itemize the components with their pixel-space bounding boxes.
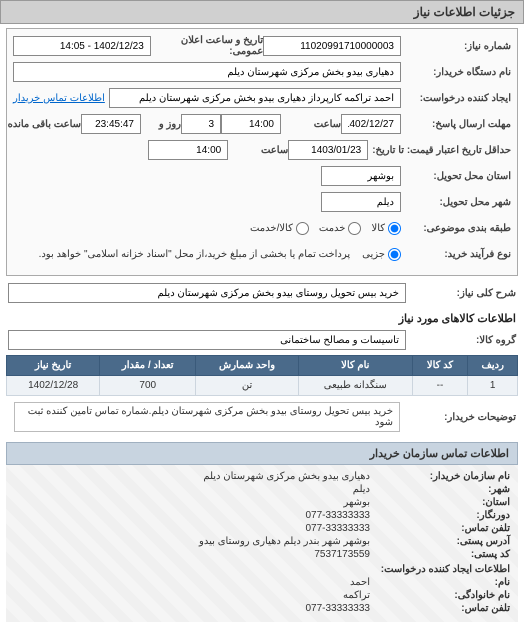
remain-time-input[interactable] [81, 114, 141, 134]
time-label-1: ساعت [281, 119, 341, 130]
radio-kala-input[interactable] [388, 222, 401, 235]
c-address-label: آدرس پستی: [370, 536, 510, 547]
c-phone: 077-33333333 [305, 523, 370, 534]
c-fax: 077-33333333 [305, 510, 370, 521]
c-reqphone: 077-33333333 [305, 603, 370, 614]
table-cell: 1 [468, 376, 518, 396]
creator-label: ایجاد کننده درخواست: [401, 93, 511, 104]
time-label-2: ساعت [228, 145, 288, 156]
table-col-header: واحد شمارش [196, 356, 299, 376]
process-label: نوع فرآیند خرید: [401, 249, 511, 260]
items-header: اطلاعات کالاهای مورد نیاز [8, 312, 516, 325]
c-org: دهیاری بیدو بخش مرکزی شهرستان دیلم [203, 471, 370, 482]
radio-both[interactable]: کالا/خدمت [250, 222, 309, 235]
c-state-label: استان: [370, 497, 510, 508]
table-col-header: کد کالا [412, 356, 468, 376]
days-left-input[interactable] [181, 114, 221, 134]
c-phone-label: تلفن تماس: [370, 523, 510, 534]
req-creator-header: اطلاعات ایجاد کننده درخواست: [381, 564, 510, 575]
c-reqphone-label: تلفن تماس: [370, 603, 510, 614]
process-note: پرداخت تمام یا بخشی از مبلغ خرید،از محل … [39, 249, 351, 260]
radio-service-label: خدمت [319, 223, 346, 234]
buyer-org-label: نام دستگاه خریدار: [401, 67, 511, 78]
buyer-contact-link[interactable]: اطلاعات تماس خریدار [13, 93, 105, 104]
deliver-city-label: شهر محل تحویل: [401, 197, 511, 208]
buyer-org-input[interactable] [13, 62, 401, 82]
ann-datetime-input[interactable] [13, 36, 151, 56]
remain-label: ساعت باقی مانده [1, 119, 81, 130]
radio-kala[interactable]: کالا [371, 222, 401, 235]
table-col-header: ردیف [468, 356, 518, 376]
deliver-state-input[interactable] [321, 166, 401, 186]
valid-label: حداقل تاریخ اعتبار قیمت: تا تاریخ: [368, 145, 511, 156]
radio-partial[interactable]: جزیی [362, 248, 401, 261]
items-table: ردیفکد کالانام کالاواحد شمارشتعداد / مقد… [6, 355, 518, 396]
need-no-label: شماره نیاز: [401, 41, 511, 52]
need-title-input[interactable] [8, 283, 406, 303]
table-row: 1--سنگدانه طبیعیتن7001402/12/28 [7, 376, 518, 396]
reply-date-input[interactable] [341, 114, 401, 134]
table-col-header: تعداد / مقدار [100, 356, 196, 376]
table-cell: سنگدانه طبیعی [298, 376, 412, 396]
c-name-label: نام: [370, 577, 510, 588]
deliver-state-label: استان محل تحویل: [401, 171, 511, 182]
contact-header: اطلاعات تماس سازمان خریدار [6, 442, 518, 465]
c-postal-label: کد پستی: [370, 549, 510, 560]
radio-partial-input[interactable] [388, 248, 401, 261]
c-name: احمد [350, 577, 370, 588]
need-no-input[interactable] [263, 36, 401, 56]
table-cell: 1402/12/28 [7, 376, 100, 396]
c-city: دیلم [353, 484, 370, 495]
ann-datetime-label: تاریخ و ساعت اعلان عمومی: [151, 35, 263, 57]
buyer-note-label: توضیحات خریدار: [406, 412, 516, 423]
need-detail-section: شماره نیاز: تاریخ و ساعت اعلان عمومی: نا… [6, 28, 518, 276]
c-address: بوشهر شهر بندر دیلم دهیاری روستای بیدو [199, 536, 370, 547]
table-col-header: تاریخ نیاز [7, 356, 100, 376]
buyer-note-box: خرید بیس تحویل روستای بیدو بخش مرکزی شهر… [14, 402, 400, 432]
c-city-label: شهر: [370, 484, 510, 495]
day-label: روز و [141, 119, 181, 130]
table-cell: تن [196, 376, 299, 396]
c-family-label: نام خانوادگی: [370, 590, 510, 601]
radio-kala-label: کالا [371, 223, 385, 234]
item-group-input[interactable] [8, 330, 406, 350]
group-radios: کالا خدمت کالا/خدمت [250, 222, 401, 235]
c-fax-label: دورنگار: [370, 510, 510, 521]
item-group-label: گروه کالا: [406, 335, 516, 346]
reply-deadline-label: مهلت ارسال پاسخ: [401, 119, 511, 130]
contact-body: نام سازمان خریدار:دهیاری بیدو بخش مرکزی … [6, 465, 518, 622]
deliver-city-input[interactable] [321, 192, 401, 212]
reply-time-input[interactable] [221, 114, 281, 134]
radio-both-input[interactable] [296, 222, 309, 235]
page-header: جزئیات اطلاعات نیاز [0, 0, 524, 24]
c-org-label: نام سازمان خریدار: [370, 471, 510, 482]
group-label: طبقه بندی موضوعی: [401, 223, 511, 234]
radio-both-label: کالا/خدمت [250, 223, 293, 234]
table-cell: -- [412, 376, 468, 396]
creator-input[interactable] [109, 88, 401, 108]
valid-time-input[interactable] [148, 140, 228, 160]
c-family: تراکمه [343, 590, 370, 601]
need-title-label: شرح کلی نیاز: [406, 288, 516, 299]
valid-date-input[interactable] [288, 140, 368, 160]
radio-service-input[interactable] [348, 222, 361, 235]
table-col-header: نام کالا [298, 356, 412, 376]
table-cell: 700 [100, 376, 196, 396]
radio-service[interactable]: خدمت [319, 222, 362, 235]
c-state: بوشهر [344, 497, 370, 508]
radio-partial-label: جزیی [362, 249, 385, 260]
c-postal: 7537173559 [314, 549, 370, 560]
table-header-row: ردیفکد کالانام کالاواحد شمارشتعداد / مقد… [7, 356, 518, 376]
